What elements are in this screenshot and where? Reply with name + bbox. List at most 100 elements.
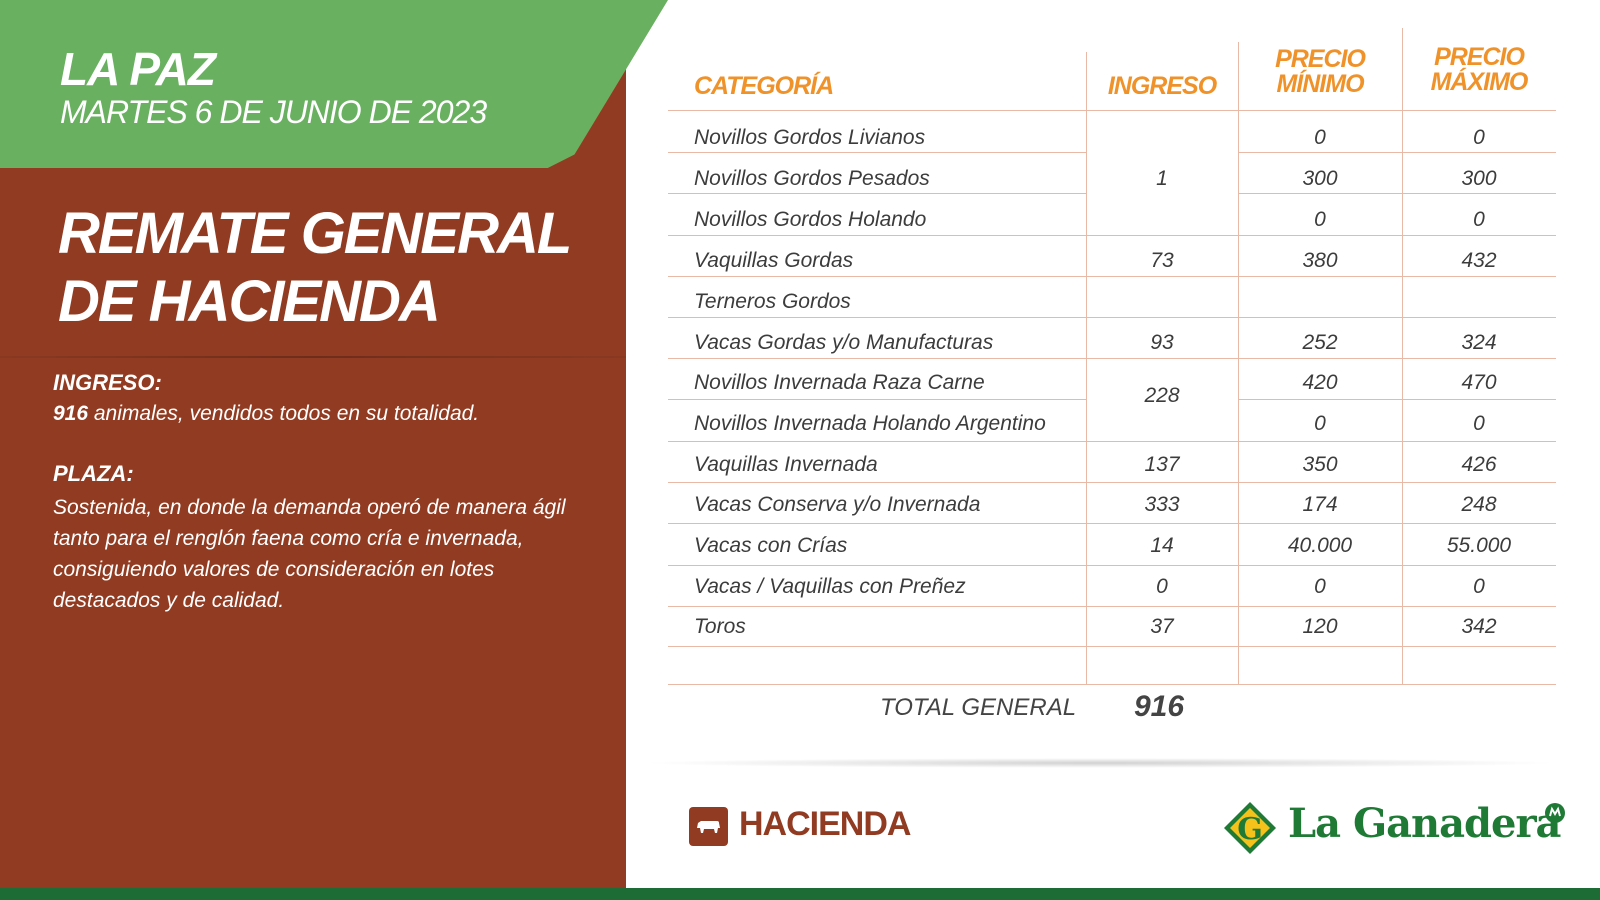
cell-maximo: 0 bbox=[1473, 126, 1485, 149]
cell-ingreso: 14 bbox=[1150, 534, 1174, 557]
place-title: LA PAZ bbox=[60, 43, 216, 95]
cell-ingreso: 137 bbox=[1144, 453, 1180, 476]
cell-maximo: 300 bbox=[1461, 167, 1497, 190]
ingreso-label: INGRESO: bbox=[53, 370, 162, 395]
table-row: Vacas Conserva y/o Invernada 333 174 248 bbox=[668, 485, 1556, 526]
table-row: Novillos Gordos Holando 0 0 bbox=[668, 200, 1556, 241]
cell-categoria: Vaquillas Gordas bbox=[694, 249, 854, 272]
header-precio-minimo-line2: MÍNIMO bbox=[1276, 70, 1364, 98]
table-row: Novillos Invernada Holando Argentino 0 0 bbox=[668, 404, 1556, 445]
grid-line bbox=[668, 606, 1556, 607]
cell-ingreso-group: 228 bbox=[1144, 384, 1180, 407]
divider bbox=[0, 356, 626, 358]
cell-categoria: Novillos Gordos Livianos bbox=[694, 126, 926, 149]
bottom-bar bbox=[0, 888, 1600, 900]
grid-line bbox=[668, 646, 1556, 647]
table-row: Terneros Gordos bbox=[668, 282, 1556, 323]
header-precio-maximo: PRECIO MÁXIMO bbox=[1402, 45, 1556, 95]
grid-line bbox=[1238, 152, 1556, 153]
ingreso-count: 916 bbox=[53, 402, 89, 425]
grid-column-line bbox=[1238, 42, 1239, 684]
cell-minimo: 0 bbox=[1314, 575, 1326, 598]
cell-categoria: Vacas / Vaquillas con Preñez bbox=[694, 575, 966, 598]
grid-line bbox=[668, 358, 1556, 359]
grid-line bbox=[668, 482, 1556, 483]
brand-name: La Ganadera bbox=[1288, 800, 1561, 847]
grid-line bbox=[668, 399, 1086, 400]
grid-line bbox=[668, 276, 1556, 277]
cell-maximo: 324 bbox=[1461, 331, 1497, 354]
cell-maximo: 426 bbox=[1461, 453, 1497, 476]
grid-line bbox=[668, 441, 1556, 442]
cell-minimo: 380 bbox=[1302, 249, 1338, 272]
title-line-1: REMATE GENERAL bbox=[58, 201, 572, 266]
cell-minimo: 120 bbox=[1302, 615, 1338, 638]
cell-ingreso: 0 bbox=[1156, 575, 1168, 598]
grid-line bbox=[1238, 193, 1556, 194]
cell-minimo: 420 bbox=[1302, 371, 1338, 394]
cell-minimo: 40.000 bbox=[1287, 534, 1353, 557]
cell-ingreso-group: 1 bbox=[1156, 167, 1168, 190]
cow-icon bbox=[689, 807, 728, 846]
table-row-group-value: 228 bbox=[668, 384, 1556, 407]
cell-maximo: 0 bbox=[1473, 412, 1485, 435]
page-title: REMATE GENERAL DE HACIENDA bbox=[58, 200, 572, 336]
table-row: Vaquillas Gordas 73 380 432 bbox=[668, 241, 1556, 282]
cell-maximo: 248 bbox=[1461, 493, 1497, 516]
table-row: Novillos Gordos Livianos 0 0 bbox=[668, 118, 1556, 159]
table-shadow bbox=[640, 758, 1560, 768]
cell-maximo: 55.000 bbox=[1446, 534, 1512, 557]
header-precio-minimo: PRECIO MÍNIMO bbox=[1238, 47, 1402, 97]
cell-minimo: 0 bbox=[1314, 126, 1326, 149]
header-precio-minimo-line1: PRECIO bbox=[1275, 45, 1366, 73]
cell-categoria: Novillos Invernada Holando Argentino bbox=[694, 412, 1046, 435]
cell-categoria: Toros bbox=[694, 615, 746, 638]
cell-categoria: Vacas con Crías bbox=[694, 534, 848, 557]
grid-line bbox=[668, 235, 1556, 236]
cell-minimo: 350 bbox=[1302, 453, 1338, 476]
cell-categoria: Novillos Invernada Raza Carne bbox=[694, 371, 985, 394]
cell-minimo: 300 bbox=[1302, 167, 1338, 190]
cell-categoria: Vacas Gordas y/o Manufacturas bbox=[694, 331, 994, 354]
la-ganadera-logo: G bbox=[1222, 800, 1278, 856]
table-row: Novillos Gordos Pesados 1 300 300 bbox=[668, 159, 1556, 200]
grid-line bbox=[668, 565, 1556, 566]
table-row: Novillos Invernada Raza Carne 420 470 bbox=[668, 363, 1556, 404]
logo-letter: G bbox=[1237, 812, 1263, 847]
grid-line bbox=[668, 523, 1556, 524]
cell-maximo: 0 bbox=[1473, 208, 1485, 231]
cell-maximo: 342 bbox=[1461, 615, 1497, 638]
ingreso-text: 916 animales, vendidos todos en su total… bbox=[53, 398, 573, 429]
cell-categoria: Novillos Gordos Holando bbox=[694, 208, 927, 231]
table-row: Vacas / Vaquillas con Preñez 0 0 0 bbox=[668, 567, 1556, 608]
plaza-label: PLAZA: bbox=[53, 461, 134, 486]
cell-categoria: Vaquillas Invernada bbox=[694, 453, 878, 476]
header-ingreso: INGRESO bbox=[1107, 72, 1217, 100]
cell-categoria: Novillos Gordos Pesados bbox=[694, 167, 930, 190]
section-label: HACIENDA bbox=[739, 805, 911, 843]
table-row: Vaquillas Invernada 137 350 426 bbox=[668, 445, 1556, 486]
cell-categoria: Vacas Conserva y/o Invernada bbox=[694, 493, 981, 516]
cell-minimo: 0 bbox=[1314, 208, 1326, 231]
cell-ingreso: 73 bbox=[1150, 249, 1174, 272]
header-precio-maximo-line2: MÁXIMO bbox=[1430, 68, 1529, 96]
grid-line bbox=[668, 317, 1556, 318]
grid-line bbox=[1238, 399, 1556, 400]
grid-line bbox=[668, 152, 1086, 153]
cell-ingreso: 93 bbox=[1150, 331, 1174, 354]
cell-maximo: 470 bbox=[1461, 371, 1497, 394]
grid-column-line bbox=[1402, 28, 1403, 684]
ingreso-description: animales, vendidos todos en su totalidad… bbox=[88, 402, 480, 425]
header-categoria: CATEGORÍA bbox=[694, 72, 834, 100]
cell-ingreso: 37 bbox=[1150, 615, 1174, 638]
grid-line bbox=[668, 684, 1556, 685]
date-subtitle: MARTES 6 DE JUNIO DE 2023 bbox=[60, 94, 487, 130]
title-line-2: DE HACIENDA bbox=[58, 269, 441, 334]
grid-line bbox=[668, 193, 1086, 194]
table-row: Vacas Gordas y/o Manufacturas 93 252 324 bbox=[668, 323, 1556, 364]
header-precio-maximo-line1: PRECIO bbox=[1434, 43, 1525, 71]
table-row: Toros 37 120 342 bbox=[668, 607, 1556, 648]
total-value: 916 bbox=[1134, 690, 1185, 723]
grid-column-line bbox=[1086, 52, 1087, 684]
cell-minimo: 174 bbox=[1302, 493, 1338, 516]
